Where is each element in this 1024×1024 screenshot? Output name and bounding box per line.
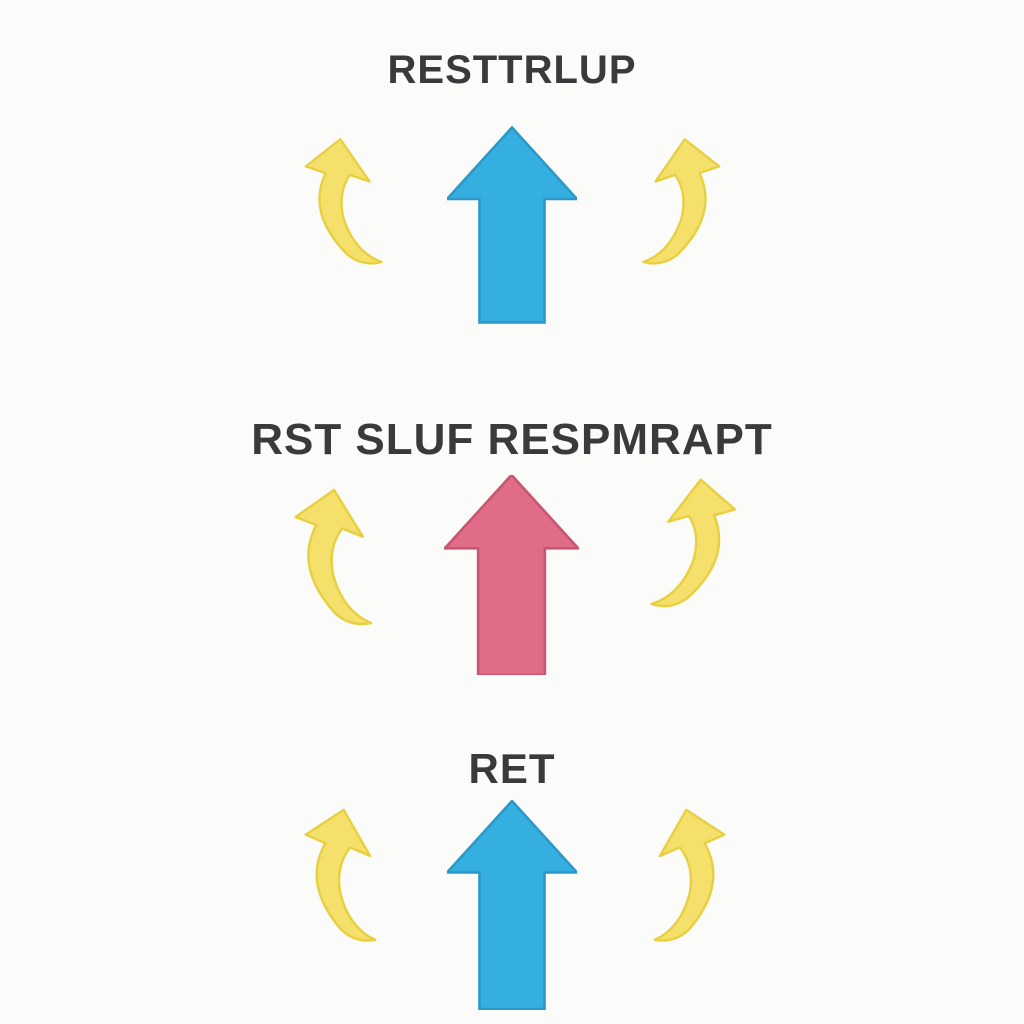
curved-arrow-mid-right — [614, 454, 781, 640]
curved-arrow-top-left — [263, 117, 418, 293]
curved-arrow-bot-right — [617, 790, 767, 964]
up-arrow-top — [447, 125, 577, 325]
up-arrow-middle — [444, 475, 579, 675]
curved-arrow-top-right — [608, 117, 763, 293]
up-arrow-bottom — [447, 800, 577, 1010]
diagram-label-middle: RST SLUF RESPMRAPT — [251, 415, 773, 465]
diagram-label-top: RESTTRLUP — [388, 48, 637, 93]
diagram-label-bottom: RET — [469, 745, 556, 793]
curved-arrow-bot-left — [262, 790, 412, 964]
curved-arrow-mid-left — [250, 468, 410, 652]
